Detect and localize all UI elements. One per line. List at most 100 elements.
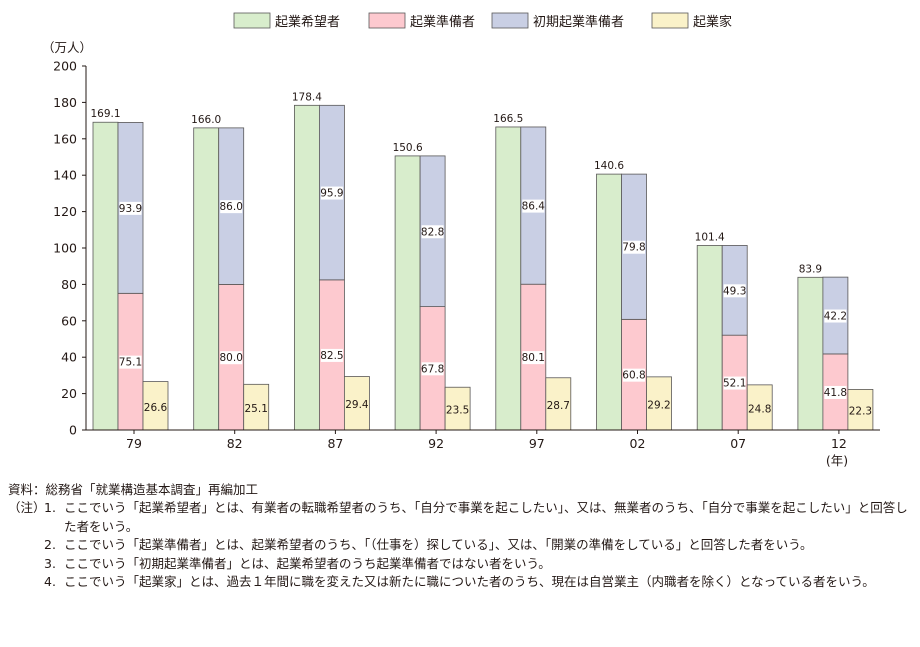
value-label-early: 49.3 — [723, 285, 746, 297]
bar-ent — [444, 386, 471, 431]
y-tick-label: 200 — [53, 59, 77, 74]
value-label-hope: 140.6 — [594, 160, 624, 172]
note-number: 1. — [44, 500, 56, 516]
x-axis: 79 82 87 92 97 02 07 12 — [86, 429, 880, 451]
y-tick-label: 140 — [53, 168, 77, 183]
value-label-prep: 67.8 — [421, 363, 444, 375]
value-label-early: 93.9 — [119, 203, 142, 215]
value-label-hope: 83.9 — [799, 263, 822, 275]
source-note: 資料：総務省「就業構造基本調査」再編加工 — [8, 482, 259, 497]
value-label-bg — [220, 200, 243, 214]
x-axis-unit: (年) — [826, 453, 848, 468]
value-label-bg — [824, 309, 847, 323]
value-label-bg — [522, 199, 545, 213]
y-tick-label: 0 — [69, 423, 77, 438]
value-label-ent: 29.2 — [647, 399, 670, 411]
legend: 起業希望者 起業準備者 初期起業準備者 起業家 — [233, 12, 732, 30]
y-axis: 0 20 40 60 80 100 120 140 160 180 200 — [53, 59, 87, 438]
value-label-ent: 23.5 — [446, 405, 469, 417]
value-label-hope: 166.5 — [493, 113, 523, 125]
note-text: ここでいう「初期起業準備者」とは、起業希望者のうち起業準備者ではない者をいう。 — [64, 555, 551, 571]
note-prefix: （注） — [8, 500, 46, 516]
note-text: ここでいう「起業準備者」とは、起業希望者のうち、「（仕事を）探している」、又は、… — [64, 537, 813, 553]
note-item-3: 3. ここでいう「初期起業準備者」とは、起業希望者のうち起業準備者ではない者をい… — [8, 555, 913, 573]
value-label-prep: 52.1 — [723, 378, 746, 390]
note-number: 3. — [44, 555, 56, 571]
note-item-2: 2. ここでいう「起業準備者」とは、起業希望者のうち、「（仕事を）探している」、… — [8, 536, 913, 554]
value-label-bg — [220, 351, 243, 365]
value-label-bg — [421, 362, 444, 376]
value-label-bg — [421, 225, 444, 239]
bar-hope — [92, 121, 119, 431]
legend-label: 起業準備者 — [410, 14, 475, 30]
legend-swatch — [368, 12, 406, 29]
bar-hope — [495, 126, 522, 431]
value-label-ent: 22.3 — [849, 406, 872, 418]
value-label-bg — [320, 186, 343, 200]
value-label-bg — [824, 385, 847, 399]
x-tick-label: 92 — [428, 436, 444, 451]
value-label-prep: 60.8 — [622, 370, 645, 382]
value-label-prep: 41.8 — [824, 387, 847, 399]
bar-ent — [847, 389, 874, 431]
value-label-bg — [623, 368, 645, 382]
bar-hope — [696, 245, 723, 431]
note-number: 4. — [44, 574, 56, 590]
y-axis-label: （万人） — [42, 40, 92, 55]
bar-ent — [646, 376, 672, 431]
bars — [92, 104, 874, 431]
value-label-ent: 26.6 — [144, 402, 168, 414]
x-tick-label: 87 — [327, 436, 343, 451]
y-tick-label: 40 — [61, 350, 77, 365]
value-label-early: 95.9 — [320, 188, 343, 200]
value-label-prep: 80.1 — [522, 352, 545, 364]
value-label-bg — [723, 284, 746, 298]
bar-hope — [193, 127, 220, 431]
x-tick-label: 12 — [831, 436, 847, 451]
note-item-1: （注） 1. ここでいう「起業希望者」とは、有業者の転職希望者のうち、「自分で事… — [8, 499, 913, 536]
bar-ent — [343, 376, 370, 431]
y-tick-label: 100 — [53, 241, 77, 256]
value-label-bg — [522, 351, 545, 365]
value-label-hope: 101.4 — [695, 231, 725, 243]
value-label-hope: 169.1 — [90, 108, 120, 120]
chart: 起業希望者 起業準備者 初期起業準備者 起業家 （万人） 02040608010012… — [42, 12, 880, 468]
legend-swatch — [233, 12, 271, 29]
value-label-ent: 29.4 — [345, 399, 369, 411]
note-item-4: 4. ここでいう「起業家」とは、過去１年間に職を変えた又は新たに職についた者のう… — [8, 573, 913, 591]
value-label-hope: 166.0 — [191, 114, 221, 126]
y-tick-label: 80 — [61, 277, 77, 292]
value-label-prep: 80.0 — [220, 352, 243, 364]
y-tick-label: 20 — [61, 386, 77, 401]
legend-label: 初期起業準備者 — [533, 14, 624, 30]
y-tick-label: 160 — [53, 131, 77, 146]
bar-hope — [293, 104, 320, 431]
value-label-ent: 25.1 — [245, 403, 268, 415]
x-tick-label: 82 — [227, 436, 243, 451]
bar-hope — [394, 155, 421, 431]
legend-swatch — [491, 12, 529, 29]
value-label-early: 86.0 — [220, 201, 243, 213]
legend-label: 起業希望者 — [275, 14, 340, 30]
value-label-early: 79.8 — [622, 242, 645, 254]
legend-swatch — [651, 12, 689, 29]
value-label-hope: 178.4 — [292, 91, 322, 103]
note-text: ここでいう「起業家」とは、過去１年間に職を変えた又は新たに職についた者のうち、現… — [64, 574, 875, 590]
x-tick-label: 79 — [126, 436, 142, 451]
note-number: 2. — [44, 537, 56, 553]
value-label-prep: 75.1 — [119, 357, 142, 369]
value-labels: 169.1 75.1 93.9 26.6 166.0 80.0 86.0 25.1 178.4 8… — [90, 91, 872, 417]
value-label-bg — [623, 240, 645, 254]
value-label-bg — [119, 201, 142, 215]
value-label-bg — [723, 376, 746, 390]
value-label-early: 82.8 — [421, 226, 444, 238]
value-label-bg — [320, 348, 343, 362]
value-label-ent: 28.7 — [547, 400, 570, 412]
value-label-ent: 24.8 — [748, 403, 771, 415]
bar-hope — [596, 173, 622, 431]
x-tick-label: 02 — [630, 436, 646, 451]
y-tick-label: 180 — [53, 95, 77, 110]
x-tick-label: 97 — [529, 436, 545, 451]
note-text: ここでいう「起業希望者」とは、有業者の転職希望者のうち、「自分で事業を起こしたい… — [64, 500, 908, 534]
value-label-early: 86.4 — [522, 201, 546, 213]
